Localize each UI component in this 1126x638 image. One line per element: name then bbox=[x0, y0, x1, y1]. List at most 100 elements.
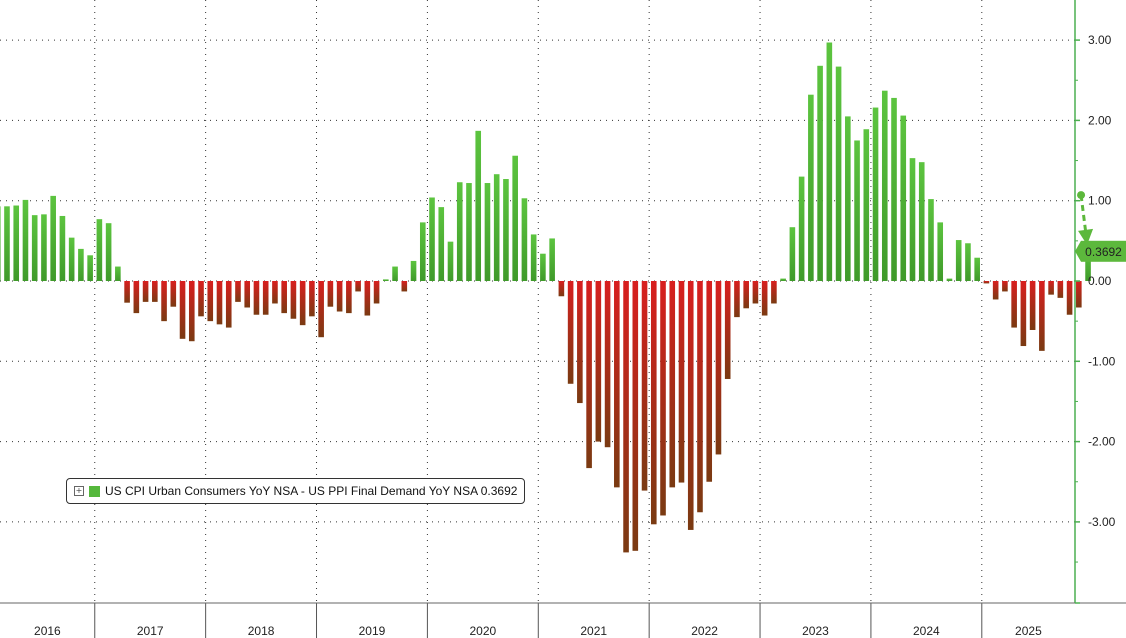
annotation: 0.3692 bbox=[1075, 191, 1126, 262]
bar bbox=[1020, 281, 1027, 347]
bar bbox=[577, 281, 583, 404]
year-label: 2021 bbox=[580, 624, 607, 638]
bar bbox=[447, 241, 454, 281]
bar bbox=[87, 255, 93, 281]
bar bbox=[503, 179, 509, 281]
bar bbox=[309, 281, 315, 317]
bar bbox=[891, 97, 897, 281]
bar bbox=[68, 237, 75, 281]
bar bbox=[124, 281, 130, 303]
bar bbox=[299, 281, 306, 326]
bar bbox=[918, 162, 925, 281]
year-label: 2022 bbox=[691, 624, 718, 638]
bar bbox=[660, 281, 666, 516]
year-label: 2018 bbox=[248, 624, 275, 638]
bar bbox=[262, 281, 269, 315]
bar bbox=[752, 281, 759, 304]
bar bbox=[521, 198, 528, 281]
bar bbox=[974, 257, 980, 281]
bar bbox=[715, 281, 722, 455]
bar bbox=[290, 281, 297, 319]
bar bbox=[383, 279, 389, 281]
y-tick-label: 1.00 bbox=[1088, 194, 1112, 208]
y-tick-label: -3.00 bbox=[1088, 515, 1116, 529]
bar bbox=[955, 240, 962, 281]
bar bbox=[632, 281, 639, 551]
bar bbox=[614, 281, 620, 488]
bar bbox=[216, 281, 223, 325]
bar bbox=[687, 281, 694, 530]
bar bbox=[410, 260, 417, 281]
bar bbox=[530, 234, 537, 281]
arrow-head bbox=[1078, 228, 1094, 245]
bar bbox=[355, 281, 361, 292]
bar bbox=[909, 158, 916, 281]
y-tick-label: 3.00 bbox=[1088, 33, 1112, 47]
bar bbox=[965, 243, 971, 281]
year-label: 2024 bbox=[913, 624, 940, 638]
bar bbox=[540, 253, 546, 281]
bar bbox=[466, 183, 472, 281]
arrow-shaft bbox=[1079, 194, 1088, 236]
bar bbox=[678, 281, 685, 483]
badge-pointer bbox=[1075, 240, 1081, 262]
bar bbox=[512, 155, 518, 281]
value-badge bbox=[1081, 240, 1126, 262]
bar bbox=[484, 183, 491, 281]
plus-box-icon[interactable]: + bbox=[74, 486, 84, 496]
bar bbox=[4, 206, 10, 281]
legend[interactable]: + US CPI Urban Consumers YoY NSA - US PP… bbox=[66, 478, 526, 504]
bar bbox=[179, 281, 186, 339]
y-tick-label: 0.00 bbox=[1088, 274, 1112, 288]
bar bbox=[1039, 281, 1045, 351]
bar bbox=[549, 238, 555, 281]
bar bbox=[170, 281, 177, 307]
bar bbox=[152, 281, 158, 302]
bar bbox=[225, 281, 232, 328]
bar-series bbox=[0, 42, 1091, 553]
bar bbox=[318, 281, 324, 338]
bar bbox=[41, 214, 47, 281]
bar bbox=[928, 199, 934, 281]
bar bbox=[419, 222, 426, 281]
bar bbox=[1066, 281, 1073, 315]
bar bbox=[937, 222, 944, 281]
bar bbox=[650, 281, 657, 525]
bar bbox=[364, 281, 371, 316]
bar bbox=[586, 281, 592, 469]
bar bbox=[826, 42, 833, 282]
bar bbox=[133, 281, 140, 314]
bar bbox=[188, 281, 195, 342]
bar bbox=[1029, 281, 1036, 330]
bar bbox=[724, 281, 731, 379]
bar bbox=[558, 281, 565, 297]
bar bbox=[96, 219, 103, 281]
bar bbox=[346, 281, 352, 314]
legend-text: US CPI Urban Consumers YoY NSA - US PPI … bbox=[105, 484, 518, 498]
bar bbox=[734, 281, 740, 318]
bar bbox=[1076, 281, 1082, 308]
bar bbox=[595, 281, 602, 442]
bar bbox=[235, 281, 241, 302]
bar bbox=[1048, 281, 1054, 295]
year-label: 2025 bbox=[1015, 624, 1042, 638]
bar bbox=[161, 281, 167, 322]
bar bbox=[854, 140, 860, 281]
year-label: 2017 bbox=[137, 624, 164, 638]
bar bbox=[641, 281, 648, 491]
bar bbox=[780, 278, 786, 281]
year-label: 2016 bbox=[34, 624, 61, 638]
bar bbox=[845, 116, 851, 281]
bar bbox=[863, 129, 870, 281]
bar bbox=[817, 65, 823, 281]
bar bbox=[604, 281, 611, 448]
bar bbox=[1011, 281, 1017, 328]
bar bbox=[13, 205, 20, 281]
bar bbox=[31, 215, 38, 281]
bar bbox=[59, 215, 66, 281]
y-tick-label: 2.00 bbox=[1088, 113, 1112, 127]
bar bbox=[798, 176, 805, 281]
bar bbox=[327, 281, 334, 307]
